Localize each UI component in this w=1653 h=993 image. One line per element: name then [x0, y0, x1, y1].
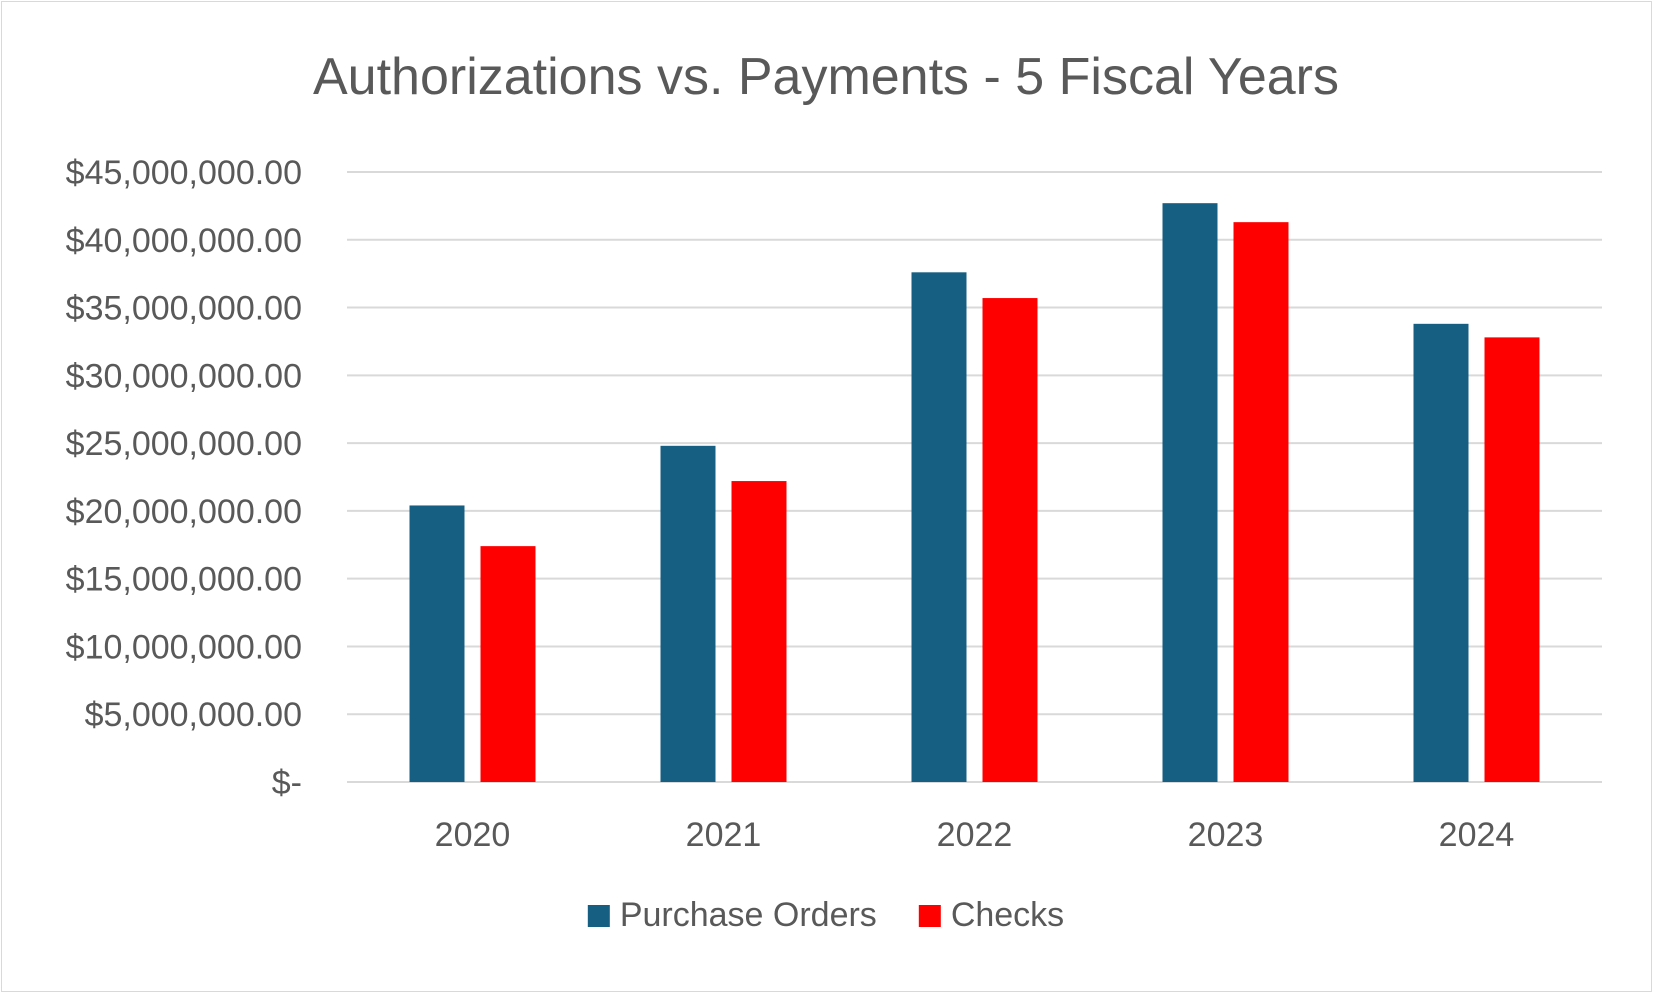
chart-title: Authorizations vs. Payments - 5 Fiscal Y…	[313, 48, 1339, 106]
y-tick-label: $20,000,000.00	[66, 493, 302, 531]
bar-purchase-orders-2021	[660, 445, 716, 782]
y-tick-label: $35,000,000.00	[66, 290, 302, 328]
bars	[409, 203, 1540, 783]
gridlines	[347, 171, 1602, 783]
bar-checks-2023	[1233, 222, 1289, 783]
legend-swatch-checks	[918, 905, 941, 927]
bar-purchase-orders-2020	[409, 505, 465, 782]
legend-label-purchase-orders: Purchase Orders	[620, 896, 877, 934]
y-tick-label: $15,000,000.00	[66, 561, 302, 599]
x-tick-label: 2021	[686, 816, 762, 854]
bar-checks-2020	[480, 546, 536, 782]
y-tick-label: $45,000,000.00	[66, 154, 302, 192]
y-tick-label: $-	[272, 764, 302, 802]
axes: $- $5,000,000.00 $10,000,000.00 $15,000,000…	[66, 154, 1515, 854]
y-tick-label: $30,000,000.00	[66, 357, 302, 395]
x-tick-label: 2024	[1439, 816, 1515, 854]
bar-checks-2021	[731, 481, 787, 782]
y-tick-label: $5,000,000.00	[85, 696, 302, 734]
legend: Purchase Orders Checks	[587, 896, 1064, 934]
legend-label-checks: Checks	[951, 896, 1064, 934]
x-tick-label: 2022	[937, 816, 1013, 854]
bar-purchase-orders-2024	[1413, 323, 1469, 782]
bar-purchase-orders-2023	[1162, 203, 1218, 782]
x-tick-label: 2020	[435, 816, 511, 854]
bar-checks-2024	[1484, 337, 1540, 782]
y-tick-label: $40,000,000.00	[66, 222, 302, 260]
y-tick-label: $10,000,000.00	[66, 628, 302, 666]
x-tick-label: 2023	[1188, 816, 1264, 854]
bar-checks-2022	[982, 298, 1038, 782]
y-tick-label: $25,000,000.00	[66, 425, 302, 463]
bar-purchase-orders-2022	[911, 272, 967, 782]
legend-swatch-purchase-orders	[587, 905, 610, 927]
